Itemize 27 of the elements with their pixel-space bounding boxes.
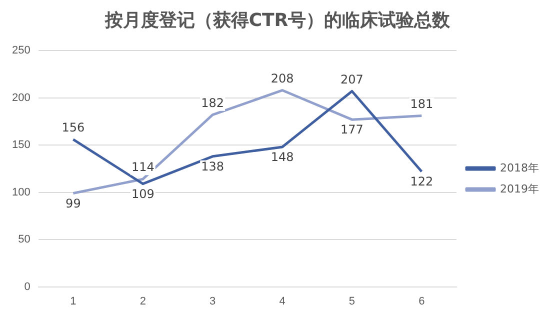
legend-label: 2019年 [500, 182, 540, 196]
data-label: 148 [270, 150, 294, 164]
data-label: 109 [131, 186, 154, 201]
chart-title: 按月度登记（获得CTR号）的临床试验总数 [104, 9, 452, 32]
data-label: 99 [66, 196, 81, 210]
data-label: 177 [340, 122, 364, 137]
y-tick-label: 50 [18, 234, 30, 246]
y-tick-label: 200 [12, 92, 30, 104]
data-label: 181 [410, 96, 434, 111]
y-tick-label: 0 [24, 280, 30, 293]
data-label: 114 [131, 160, 154, 174]
data-label: 208 [270, 71, 294, 86]
x-tick-label: 4 [279, 295, 286, 308]
x-tick-label: 6 [418, 295, 425, 308]
y-tick-label: 250 [12, 44, 30, 57]
y-tick-label: 150 [12, 139, 30, 152]
legend-label: 2018年 [500, 161, 540, 174]
data-label: 156 [62, 120, 85, 135]
x-tick-label: 5 [348, 295, 356, 308]
data-label: 138 [201, 160, 224, 174]
data-label: 122 [410, 174, 434, 189]
x-tick-label: 2 [140, 295, 146, 308]
x-tick-label: 1 [70, 295, 76, 308]
data-label: 182 [201, 96, 224, 110]
x-tick-label: 3 [210, 295, 216, 308]
data-label: 207 [340, 72, 364, 86]
y-tick-label: 100 [12, 186, 30, 198]
